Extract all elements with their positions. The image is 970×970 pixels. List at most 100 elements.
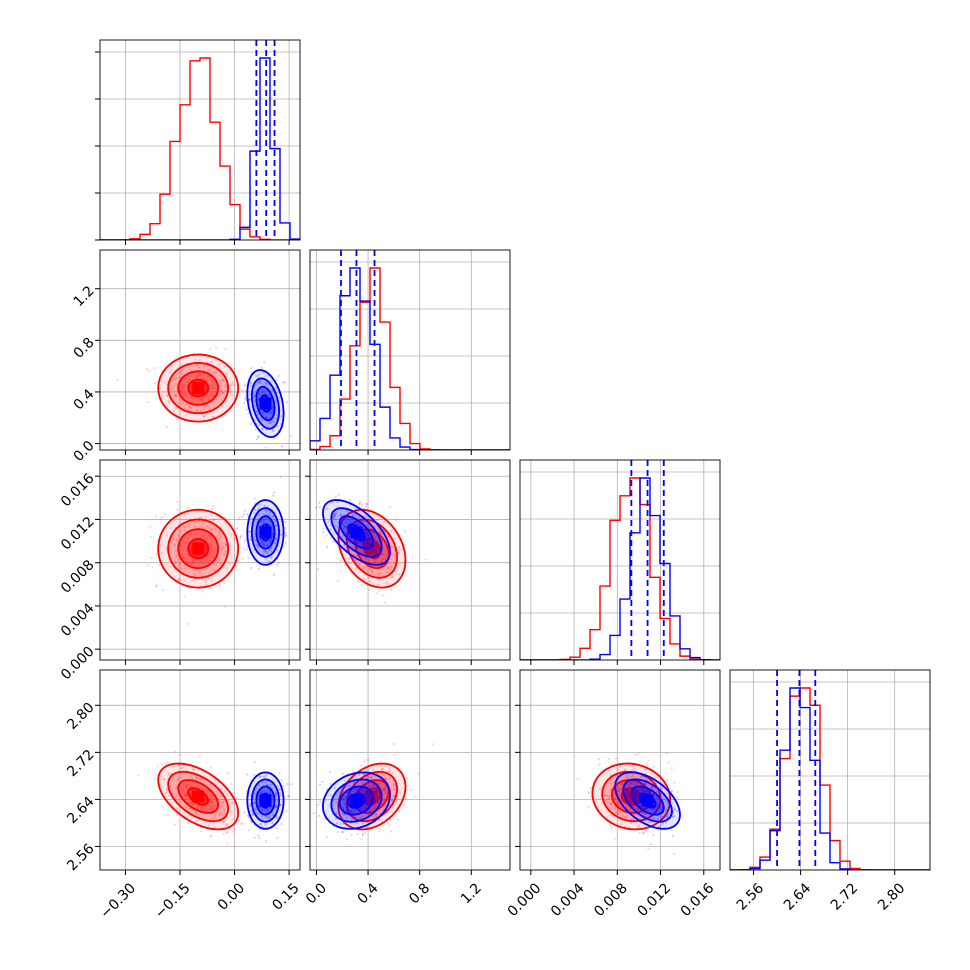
scatter-point xyxy=(342,523,345,526)
panel-content xyxy=(137,750,293,845)
scatter-point xyxy=(262,550,265,553)
scatter-point xyxy=(661,815,664,819)
scatter-point xyxy=(197,777,200,781)
scatter-point xyxy=(221,546,224,549)
scatter-point xyxy=(360,503,364,507)
scatter-point xyxy=(365,826,368,829)
scatter-point xyxy=(372,550,375,553)
scatter-point xyxy=(260,815,264,818)
scatter-point xyxy=(336,505,339,508)
scatter-point xyxy=(221,820,225,823)
scatter-point xyxy=(209,347,212,351)
scatter-point xyxy=(345,521,348,524)
scatter-point xyxy=(254,792,257,795)
scatter-point xyxy=(213,822,216,825)
scatter-point xyxy=(390,576,393,580)
scatter-point xyxy=(253,794,256,797)
scatter-point xyxy=(185,785,188,788)
scatter-point xyxy=(192,768,195,771)
scatter-point xyxy=(190,801,193,804)
scatter-point xyxy=(252,548,256,551)
scatter-point xyxy=(276,799,279,802)
scatter-point xyxy=(160,380,163,383)
scatter-point xyxy=(386,582,389,586)
scatter-point xyxy=(223,553,226,556)
scatter-point xyxy=(270,556,273,559)
scatter-point xyxy=(410,788,413,792)
scatter-point xyxy=(361,834,365,837)
scatter-point xyxy=(331,516,335,520)
scatter-point xyxy=(198,372,202,375)
scatter-point xyxy=(378,829,381,832)
scatter-point xyxy=(587,791,590,794)
scatter-point xyxy=(355,542,359,545)
scatter-point xyxy=(257,796,260,799)
scatter-point xyxy=(367,536,370,539)
scatter-point xyxy=(289,434,292,437)
scatter-point xyxy=(366,541,369,544)
scatter-point xyxy=(260,791,263,794)
scatter-point xyxy=(381,553,384,556)
scatter-point xyxy=(261,542,264,546)
scatter-point xyxy=(368,535,371,538)
scatter-point xyxy=(644,783,648,786)
scatter-point xyxy=(276,425,279,428)
scatter-point xyxy=(182,783,185,786)
scatter-point xyxy=(212,808,215,811)
scatter-point xyxy=(375,789,379,792)
scatter-point xyxy=(223,790,226,793)
scatter-point xyxy=(203,533,206,536)
scatter-point xyxy=(630,782,633,785)
scatter-point xyxy=(183,567,187,570)
scatter-point xyxy=(284,526,287,529)
scatter-point xyxy=(271,532,274,535)
scatter-point xyxy=(211,416,214,419)
scatter-point xyxy=(220,389,223,393)
scatter-point xyxy=(257,525,260,528)
scatter-point xyxy=(225,823,229,826)
scatter-point xyxy=(345,838,349,841)
scatter-point xyxy=(368,580,372,583)
scatter-point xyxy=(262,520,266,523)
scatter-point xyxy=(166,760,170,764)
y-tick-label-2: 0.000 xyxy=(58,644,98,684)
scatter-point xyxy=(254,539,257,542)
scatter-point xyxy=(381,551,384,554)
scatter-point xyxy=(286,795,289,798)
scatter-point xyxy=(194,532,197,536)
y-tick-label-1: 1.2 xyxy=(71,283,98,310)
scatter-point xyxy=(347,785,351,788)
scatter-point xyxy=(224,550,228,553)
scatter-point xyxy=(255,787,259,790)
scatter-point xyxy=(256,374,259,377)
scatter-point xyxy=(196,804,199,807)
scatter-point xyxy=(352,776,355,779)
scatter-point xyxy=(186,380,190,383)
scatter-point xyxy=(280,414,283,418)
scatter-point xyxy=(258,783,261,786)
scatter-point xyxy=(207,398,211,401)
scatter-point xyxy=(284,541,287,545)
scatter-point xyxy=(614,837,617,840)
scatter-point xyxy=(195,812,198,815)
scatter-point xyxy=(186,380,189,384)
scatter-point xyxy=(617,773,620,776)
scatter-point xyxy=(248,530,251,533)
scatter-point xyxy=(265,416,268,419)
scatter-point xyxy=(203,415,206,418)
scatter-point xyxy=(266,544,270,547)
scatter-point xyxy=(258,392,261,395)
scatter-point xyxy=(271,528,274,531)
scatter-point xyxy=(354,559,357,563)
scatter-point xyxy=(367,576,370,579)
scatter-point xyxy=(257,398,260,402)
scatter-point xyxy=(380,552,384,555)
scatter-point xyxy=(255,410,258,413)
scatter-point xyxy=(239,822,242,826)
scatter-point xyxy=(360,541,363,544)
scatter-point xyxy=(366,795,369,798)
scatter-point xyxy=(351,557,354,560)
scatter-point xyxy=(193,573,196,576)
scatter-point xyxy=(218,814,221,817)
scatter-point xyxy=(208,835,212,838)
